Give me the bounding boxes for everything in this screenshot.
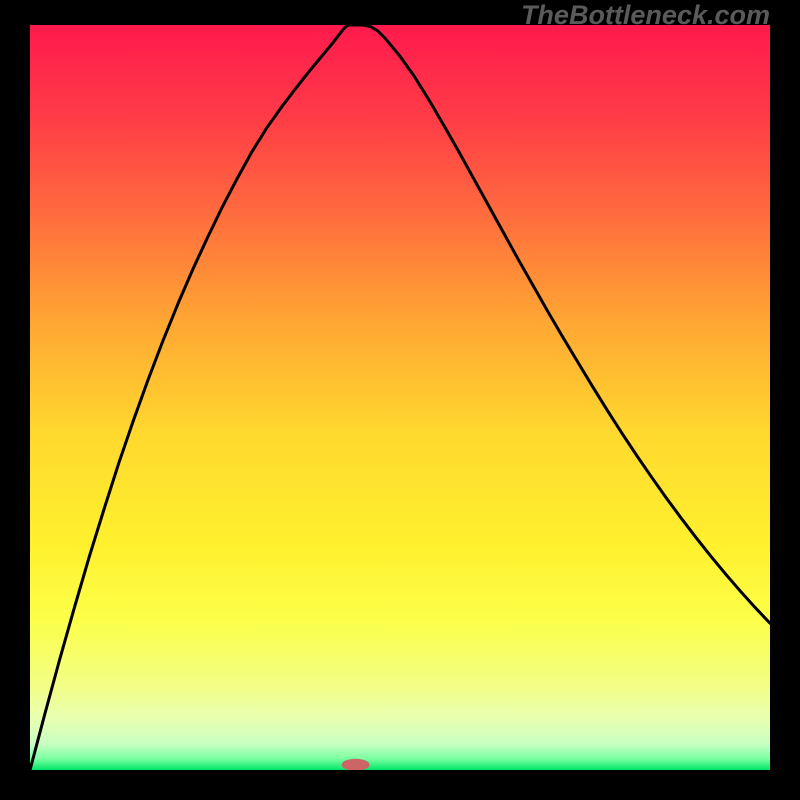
plot-area (30, 25, 770, 770)
chart-frame: TheBottleneck.com (0, 0, 800, 800)
watermark-text: TheBottleneck.com (521, 0, 770, 31)
plot-svg (30, 25, 770, 770)
